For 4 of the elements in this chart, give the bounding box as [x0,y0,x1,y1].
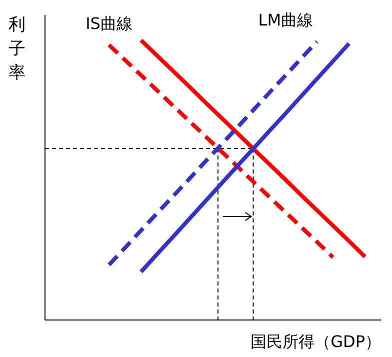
y-axis-title: 利子率 [8,15,26,83]
x-axis-title: 国民所得（GDP） [250,332,381,351]
series-label: LM曲線 [258,10,313,30]
series-label: IS曲線 [86,14,132,33]
